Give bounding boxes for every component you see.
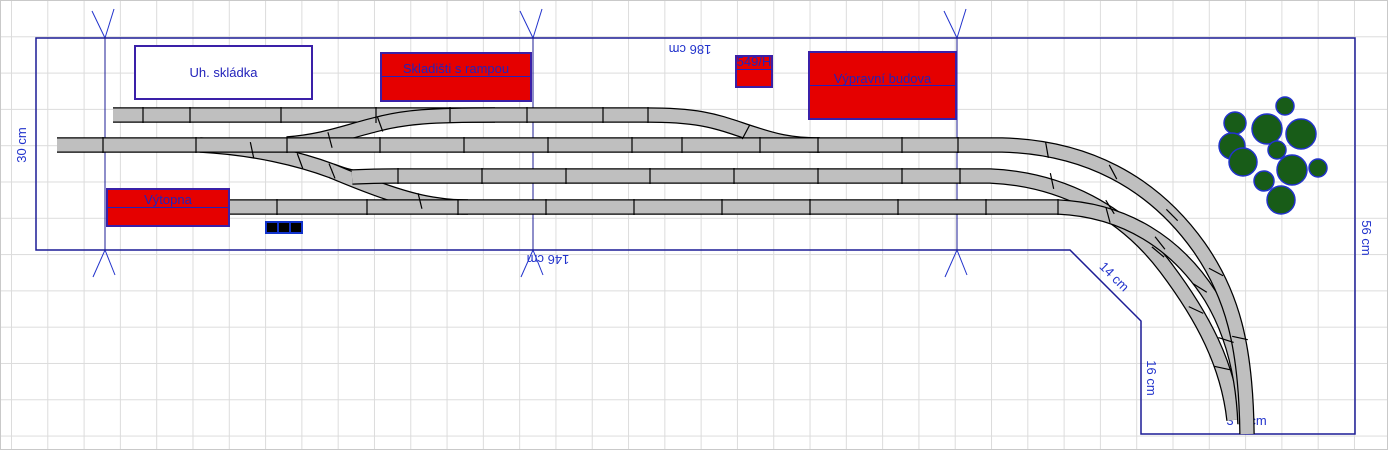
track-joint — [1165, 208, 1179, 222]
anchor-mark-top — [104, 8, 115, 39]
service-block[interactable] — [265, 221, 303, 234]
anchor-mark-top — [943, 10, 958, 39]
track-joint — [1108, 164, 1118, 180]
anchor-mark-bottom — [944, 249, 958, 278]
tree-icon[interactable] — [1275, 96, 1295, 116]
building-label-row: Výtopna — [108, 190, 228, 208]
anchor-mark-top — [91, 10, 106, 39]
building-vypravni-budova[interactable]: Výpravní budova — [808, 51, 957, 120]
anchor-mark-top — [519, 10, 534, 39]
track-joint — [1105, 207, 1111, 223]
building-label: Skladišti s rampou — [402, 61, 510, 77]
track-joint — [296, 153, 304, 169]
anchor-mark-bottom — [532, 249, 544, 276]
service-block-cell — [279, 223, 289, 232]
track-joint — [1154, 236, 1166, 250]
track-joint — [417, 193, 423, 209]
layout-boundary — [35, 37, 1356, 435]
building-549h[interactable]: 549/H — [735, 55, 773, 88]
building-uh-skladka[interactable]: Uh. skládka — [134, 45, 313, 100]
track-joint — [1218, 336, 1234, 344]
service-block-cell — [291, 223, 301, 232]
building-label: Uh. skládka — [189, 65, 258, 80]
track-joint — [1214, 365, 1230, 371]
track-main-line[interactable] — [57, 138, 1254, 435]
building-label-row: Skladišti s rampou — [382, 54, 530, 77]
track-joint — [1188, 306, 1204, 314]
track-joint — [1192, 283, 1208, 293]
tree-icon[interactable] — [1308, 158, 1328, 178]
dimension-label-dim-3cm-a: 3 — [1226, 413, 1234, 428]
anchor-mark-bottom — [92, 249, 106, 278]
anchor-mark-top — [956, 8, 967, 39]
track-joint — [1045, 142, 1049, 158]
track-joint — [741, 124, 751, 140]
tree-icon[interactable] — [1253, 170, 1275, 192]
tree-icon[interactable] — [1266, 185, 1296, 215]
tree-icon[interactable] — [1285, 118, 1317, 150]
building-label-row: Výpravní budova — [810, 53, 955, 87]
building-label-row: 549/H — [736, 54, 772, 71]
tree-icon[interactable] — [1267, 140, 1287, 160]
track-joint — [1232, 335, 1248, 341]
building-label: Výpravní budova — [833, 70, 932, 86]
building-skladiste-rampa[interactable]: Skladišti s rampou — [380, 52, 532, 102]
anchor-mark-bottom — [104, 249, 116, 276]
building-label: Výtopna — [144, 191, 192, 207]
track-joint — [1208, 267, 1224, 277]
track-joint — [376, 116, 384, 132]
tree-icon[interactable] — [1228, 147, 1258, 177]
anchor-mark-top — [532, 8, 543, 39]
track-joint — [1151, 246, 1165, 258]
anchor-mark-bottom — [956, 249, 968, 276]
track-joint — [1049, 173, 1055, 189]
track-joint — [327, 132, 333, 148]
anchor-mark-bottom — [520, 249, 534, 278]
track-joint — [328, 163, 336, 179]
track-joint — [249, 142, 255, 158]
tree-icon[interactable] — [1251, 113, 1283, 145]
service-block-cell — [267, 223, 277, 232]
track-joint — [1105, 199, 1115, 215]
building-label: 549/H — [736, 54, 772, 70]
building-vytopna[interactable]: Výtopna — [106, 188, 230, 227]
tree-icon[interactable] — [1276, 154, 1308, 186]
